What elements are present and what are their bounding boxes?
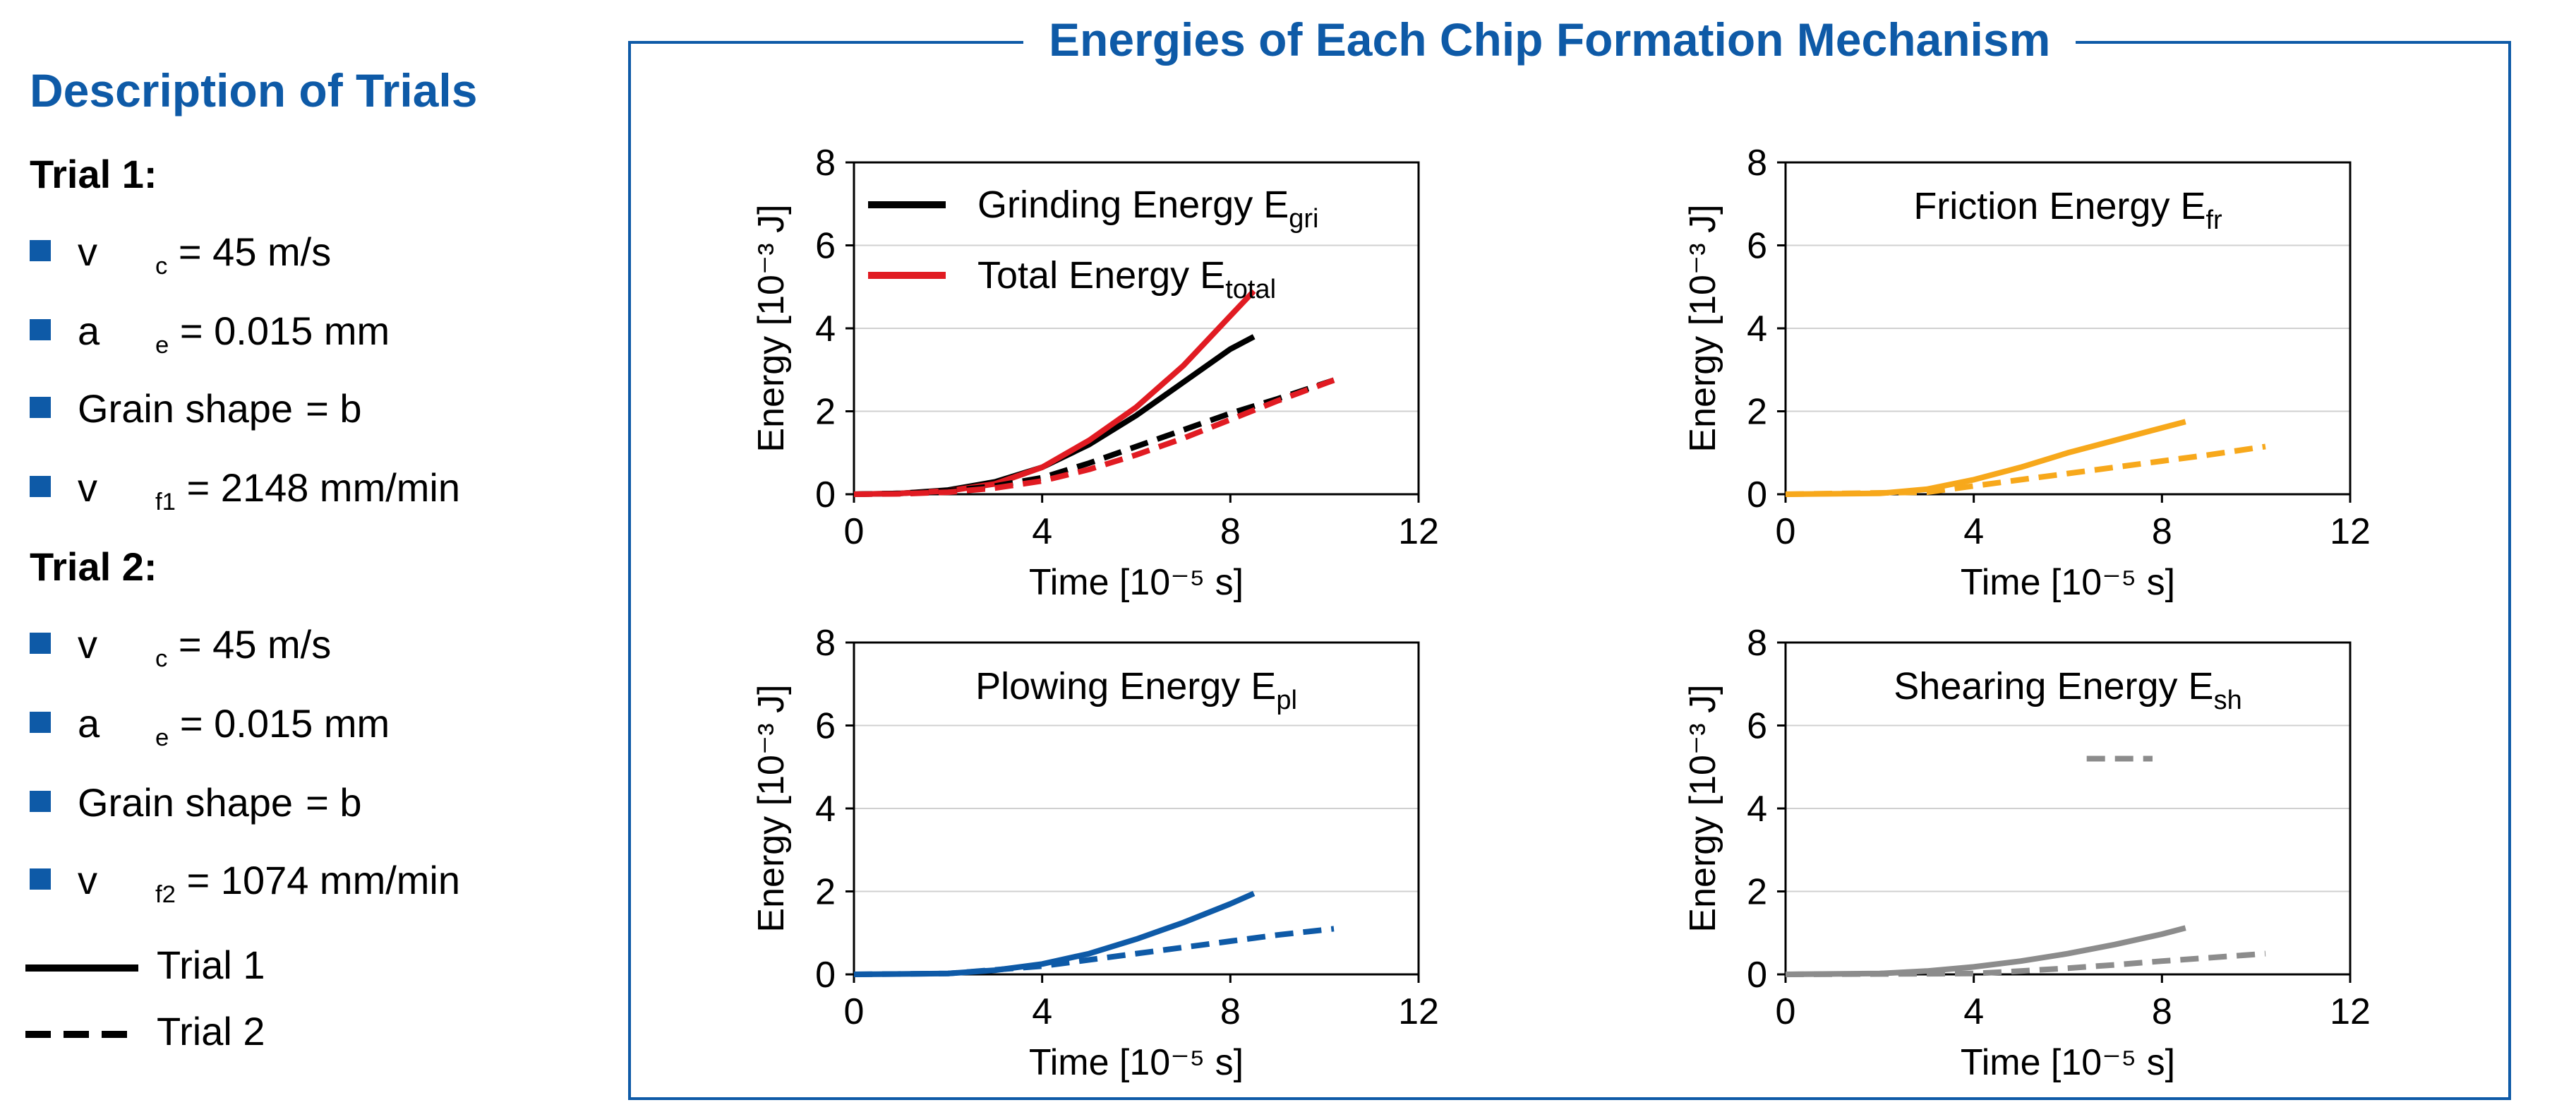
chart-friction: 0 2 4 6 8 0 4 8 12 Time [10⁻⁵ s] Energy [10⁻³ J] Fr… bbox=[1683, 143, 2371, 603]
y-tick-label: 8 bbox=[1747, 623, 1767, 664]
x-tick-label: 0 bbox=[844, 991, 865, 1032]
y-tick-label: 8 bbox=[1747, 143, 1767, 184]
legend-label: Total Energy Etotal bbox=[977, 254, 1276, 304]
y-tick-label: 6 bbox=[1747, 226, 1767, 267]
x-tick-label: 8 bbox=[1220, 511, 1241, 552]
y-tick-label: 2 bbox=[1747, 392, 1767, 433]
panel-title: Description of Trials bbox=[30, 64, 478, 117]
y-tick-label: 6 bbox=[1747, 706, 1767, 747]
series-line bbox=[1785, 950, 2266, 977]
series-line bbox=[853, 334, 1256, 497]
y-tick-label: 4 bbox=[815, 789, 836, 830]
bullet-icon bbox=[30, 868, 51, 890]
series-line bbox=[1785, 443, 2266, 497]
bullet-icon bbox=[30, 397, 51, 419]
x-axis-label: Time [10⁻⁵ s] bbox=[1029, 562, 1244, 603]
y-tick-label: 8 bbox=[815, 143, 836, 184]
dashed-line-icon bbox=[25, 1031, 138, 1039]
x-tick-label: 4 bbox=[1032, 991, 1052, 1032]
trial2-param-vf2: v f2 = 1074 mm/min bbox=[30, 857, 460, 908]
chart-title: Plowing Energy Epl bbox=[975, 665, 1297, 715]
y-axis-label: Energy [10⁻³ J] bbox=[751, 684, 792, 932]
chart-shearing: 0 2 4 6 8 0 4 8 12 Time [10⁻⁵ s] Energy [10⁻³ J] Sh… bbox=[1683, 623, 2371, 1083]
series-line bbox=[853, 289, 1256, 497]
x-tick-label: 4 bbox=[1032, 511, 1052, 552]
legend-trial2-label: Trial 2 bbox=[157, 1009, 265, 1053]
trial2-param-grain: Grain shape = b bbox=[30, 779, 361, 829]
series-line bbox=[853, 377, 1335, 497]
series-line bbox=[853, 890, 1256, 977]
series-line bbox=[1785, 925, 2186, 977]
y-tick-label: 4 bbox=[815, 309, 836, 350]
chart-grinding-total: 0 2 4 6 8 0 4 8 12 Time [10⁻⁵ s] Energy [10⁻³ J] Gr… bbox=[751, 143, 1439, 603]
x-tick-label: 12 bbox=[2330, 511, 2371, 552]
y-tick-label: 0 bbox=[815, 955, 836, 996]
legend-trial1: Trial 1 bbox=[25, 942, 265, 988]
legend-trial1-label: Trial 1 bbox=[157, 943, 265, 987]
series-line bbox=[853, 377, 1335, 497]
x-tick-label: 8 bbox=[2152, 511, 2172, 552]
y-tick-label: 6 bbox=[815, 706, 836, 747]
bullet-icon bbox=[30, 319, 51, 341]
bullet-icon bbox=[30, 712, 51, 734]
bullet-icon bbox=[30, 476, 51, 498]
x-axis-label: Time [10⁻⁵ s] bbox=[1961, 562, 2175, 603]
y-tick-label: 0 bbox=[1747, 955, 1767, 996]
x-tick-label: 0 bbox=[844, 511, 865, 552]
x-axis-label: Time [10⁻⁵ s] bbox=[1961, 1042, 2175, 1083]
trial2-heading: Trial 2: bbox=[30, 544, 157, 589]
y-tick-label: 2 bbox=[815, 872, 836, 913]
trial1-param-grain: Grain shape = b bbox=[30, 386, 361, 435]
y-tick-label: 4 bbox=[1747, 309, 1767, 350]
chart-title: Shearing Energy Esh bbox=[1894, 665, 2241, 715]
frame-title: Energies of Each Chip Formation Mechanis… bbox=[1023, 13, 2076, 66]
chart-plowing: 0 2 4 6 8 0 4 8 12 Time [10⁻⁵ s] Energy [10⁻³ J] Pl… bbox=[751, 623, 1439, 1083]
x-tick-label: 12 bbox=[2330, 991, 2371, 1032]
bullet-icon bbox=[30, 240, 51, 262]
solid-line-icon bbox=[25, 964, 138, 972]
y-tick-label: 2 bbox=[1747, 872, 1767, 913]
y-tick-label: 4 bbox=[1747, 789, 1767, 830]
trial1-heading: Trial 1: bbox=[30, 152, 157, 196]
y-tick-label: 0 bbox=[815, 474, 836, 515]
x-tick-label: 0 bbox=[1776, 511, 1796, 552]
y-axis-label: Energy [10⁻³ J] bbox=[751, 204, 792, 452]
x-tick-label: 8 bbox=[1220, 991, 1241, 1032]
trial1-param-vf1: v f1 = 2148 mm/min bbox=[30, 465, 460, 515]
y-axis-label: Energy [10⁻³ J] bbox=[1683, 684, 1723, 932]
series-line bbox=[853, 926, 1335, 977]
y-tick-label: 0 bbox=[1747, 474, 1767, 515]
series-line bbox=[1785, 419, 2186, 497]
y-tick-label: 6 bbox=[815, 226, 836, 267]
x-tick-label: 4 bbox=[1963, 991, 1984, 1032]
x-tick-label: 12 bbox=[1398, 511, 1439, 552]
bullet-icon bbox=[30, 791, 51, 813]
bullet-icon bbox=[30, 633, 51, 655]
y-axis-label: Energy [10⁻³ J] bbox=[1683, 204, 1723, 452]
y-tick-label: 8 bbox=[815, 623, 836, 664]
x-tick-label: 12 bbox=[1398, 991, 1439, 1032]
x-tick-label: 0 bbox=[1776, 991, 1796, 1032]
legend-trial2: Trial 2 bbox=[25, 1008, 265, 1054]
chart-title: Friction Energy Efr bbox=[1913, 185, 2222, 235]
legend-label: Grinding Energy Egri bbox=[977, 184, 1318, 234]
x-tick-label: 8 bbox=[2152, 991, 2172, 1032]
y-tick-label: 2 bbox=[815, 392, 836, 433]
x-axis-label: Time [10⁻⁵ s] bbox=[1029, 1042, 1244, 1083]
x-tick-label: 4 bbox=[1963, 511, 1984, 552]
